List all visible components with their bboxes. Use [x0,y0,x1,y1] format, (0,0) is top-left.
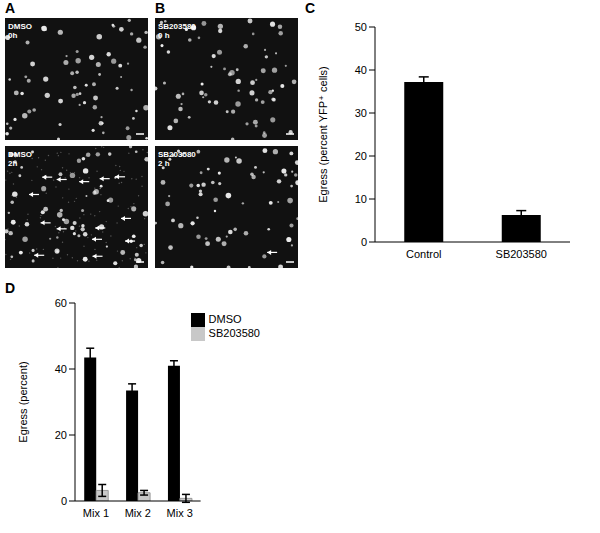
svg-text:30: 30 [355,107,367,119]
svg-text:DMSO0h: DMSO0h [8,22,32,40]
svg-text:10: 10 [355,193,367,205]
svg-text:Mix 3: Mix 3 [167,507,193,519]
html-text:D: D [5,280,16,296]
svg-text:20: 20 [355,150,367,162]
html-text:DMSO: DMSO [208,313,242,325]
html-text:B: B [155,0,166,16]
svg-text:50: 50 [355,21,367,33]
svg-text:Mix 2: Mix 2 [125,507,151,519]
svg-text:SB2035800 h: SB2035800 h [158,22,196,40]
svg-text:Mix 1: Mix 1 [83,507,109,519]
svg-text:SB203580: SB203580 [496,248,547,260]
svg-text:20: 20 [55,429,67,441]
html-text:SB203580: SB203580 [208,327,260,340]
svg-text:DMSO2h: DMSO2h [8,150,32,168]
svg-text:40: 40 [55,363,67,375]
svg-text:Egress (percent): Egress (percent) [17,361,29,442]
svg-text:60: 60 [55,297,67,309]
svg-text:40: 40 [355,64,367,76]
svg-text:Egress (percent YFP⁺ cells): Egress (percent YFP⁺ cells) [317,66,329,202]
svg-text:Control: Control [406,248,441,260]
svg-text:SB2035802 h: SB2035802 h [158,150,196,168]
svg-text:0: 0 [61,495,67,507]
svg-text:0: 0 [361,236,367,248]
html-text:C: C [305,0,316,16]
html-text:A: A [5,0,16,16]
